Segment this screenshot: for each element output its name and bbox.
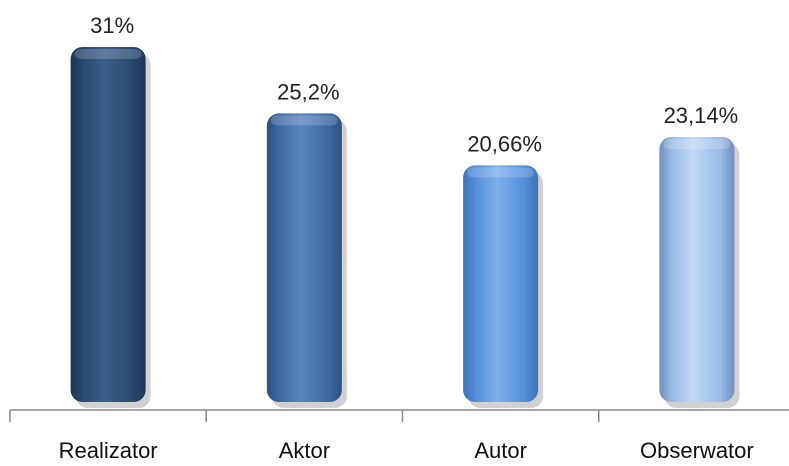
bar-autor	[463, 165, 539, 402]
data-label-obserwator: 23,14%	[664, 103, 739, 128]
category-label-realizator: Realizator	[59, 438, 158, 463]
data-label-autor: 20,66%	[467, 131, 542, 156]
bar-realizator	[70, 47, 146, 402]
category-label-aktor: Aktor	[279, 438, 330, 463]
bar-highlight	[467, 167, 535, 178]
bar-highlight	[663, 139, 731, 150]
data-label-realizator: 31%	[90, 13, 134, 38]
data-labels-layer: 31% 25,2% 20,66% 23,14%	[90, 13, 738, 156]
bar-highlight	[270, 115, 338, 126]
bar-obserwator	[659, 137, 735, 402]
category-label-autor: Autor	[474, 438, 527, 463]
category-label-obserwator: Obserwator	[640, 438, 754, 463]
category-labels-layer: Realizator Aktor Autor Obserwator	[59, 438, 754, 463]
x-axis	[9, 409, 789, 422]
bars-layer	[70, 47, 740, 408]
data-label-aktor: 25,2%	[277, 79, 339, 104]
bar-highlight	[74, 49, 142, 59]
bar-aktor	[266, 113, 342, 402]
